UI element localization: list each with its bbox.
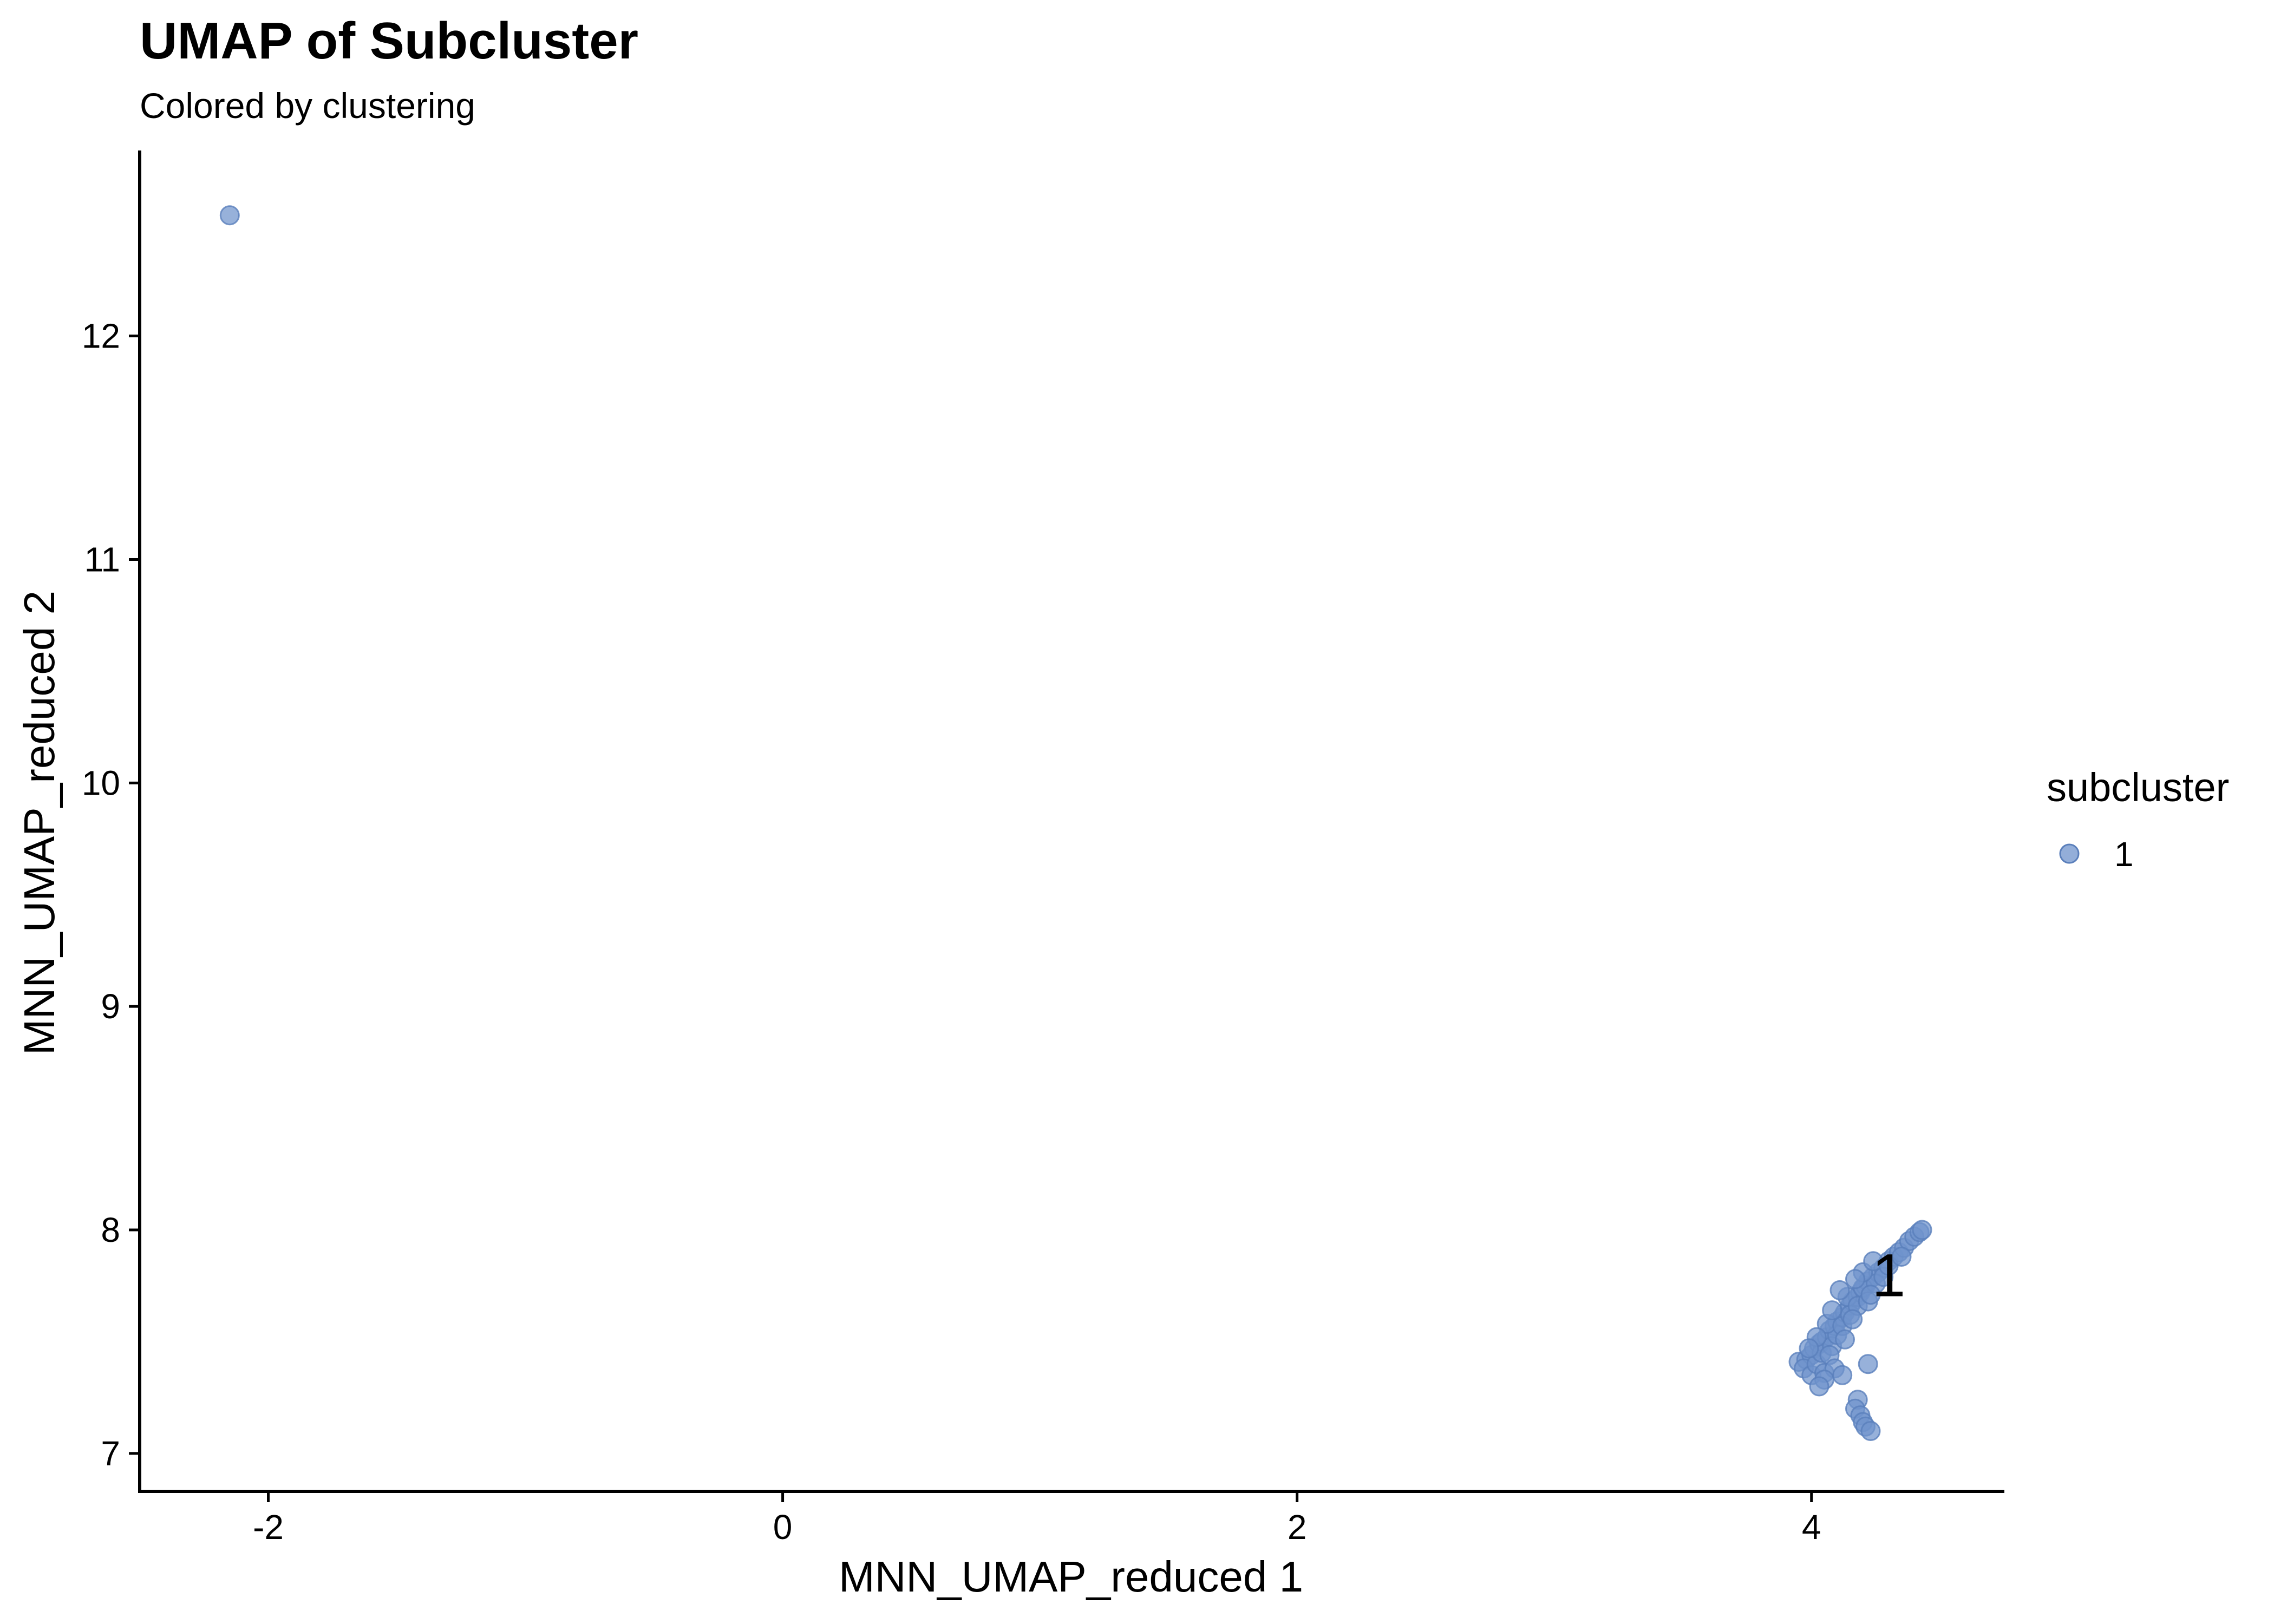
data-point xyxy=(1799,1338,1819,1359)
data-points xyxy=(219,205,1932,1441)
data-point xyxy=(1891,1247,1912,1267)
x-tick-label: 2 xyxy=(1288,1508,1307,1547)
x-tick-label: -2 xyxy=(253,1508,284,1547)
legend-key-1 xyxy=(2059,843,2080,864)
cluster-labels: 1 xyxy=(1872,1242,1905,1309)
chart-subtitle: Colored by clustering xyxy=(140,86,475,126)
data-point xyxy=(1832,1365,1853,1385)
y-axis-title: MNN_UMAP_reduced 2 xyxy=(15,591,63,1055)
x-tick-label: 4 xyxy=(1802,1508,1821,1547)
y-tick-label: 10 xyxy=(82,763,120,802)
x-axis-title: MNN_UMAP_reduced 1 xyxy=(839,1553,1303,1601)
y-tick-label: 12 xyxy=(82,317,120,356)
data-point xyxy=(1842,1309,1863,1330)
data-point xyxy=(1860,1421,1881,1441)
data-point xyxy=(1912,1220,1932,1240)
legend-title: subcluster xyxy=(2047,765,2229,810)
data-point xyxy=(1858,1354,1878,1374)
data-point xyxy=(1835,1329,1855,1350)
legend: subcluster 1 xyxy=(2047,765,2229,874)
x-axis-ticks: -2 0 2 4 xyxy=(253,1491,1821,1547)
legend-label-1: 1 xyxy=(2114,835,2134,874)
data-point xyxy=(1845,1269,1865,1289)
y-tick-label: 8 xyxy=(101,1210,120,1249)
cluster-label: 1 xyxy=(1872,1242,1905,1309)
y-tick-label: 11 xyxy=(84,540,120,579)
chart-title: UMAP of Subcluster xyxy=(140,12,638,70)
y-tick-label: 7 xyxy=(101,1434,120,1473)
data-point xyxy=(1829,1280,1850,1300)
x-tick-label: 0 xyxy=(773,1508,793,1547)
y-tick-label: 9 xyxy=(101,987,120,1026)
data-point xyxy=(1860,1285,1881,1305)
y-axis-ticks: 7 8 9 10 11 12 xyxy=(82,317,140,1473)
data-point xyxy=(1822,1300,1842,1321)
data-point xyxy=(219,205,240,226)
data-point xyxy=(1809,1376,1829,1397)
